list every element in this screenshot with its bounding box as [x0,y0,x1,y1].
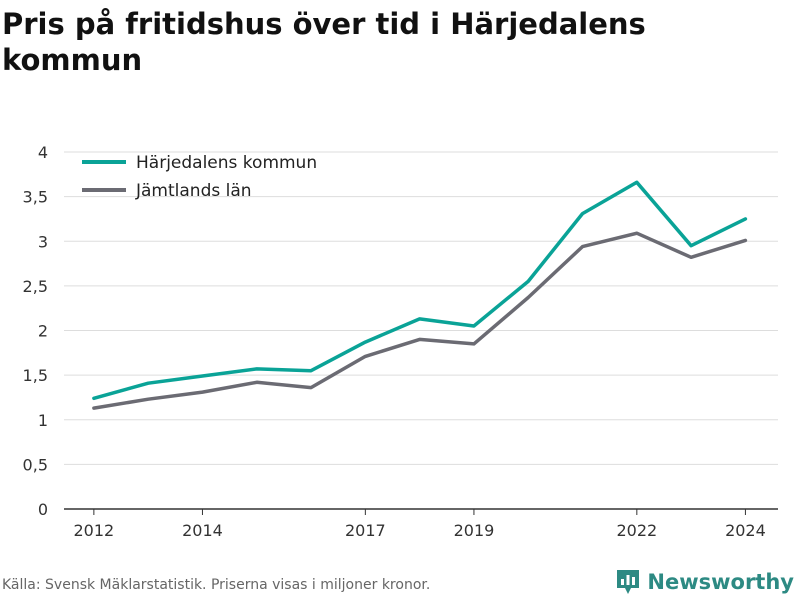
y-tick-label: 3 [38,232,48,251]
source-note: Källa: Svensk Mäklarstatistik. Priserna … [2,577,431,593]
y-tick-label: 3,5 [23,188,48,207]
x-tick-label: 2017 [345,521,386,540]
y-tick-label: 1,5 [23,366,48,385]
series-line-2 [92,231,748,410]
x-axis-ticks: 2012 2014 2017 2019 2022 2024 [74,509,766,540]
y-axis-ticks: 0 0,5 1 1,5 2 2,5 3 3,5 4 [23,143,48,519]
series-line-1 [92,180,748,401]
x-tick-label: 2014 [182,521,223,540]
y-tick-label: 2 [38,322,48,341]
x-tick-label: 2012 [74,521,115,540]
newsworthy-logo-icon [617,570,640,594]
y-tick-label: 0 [38,500,48,519]
x-tick-label: 2019 [454,521,495,540]
legend: Härjedalens kommun Jämtlands län [82,153,317,201]
y-tick-label: 1 [38,411,48,430]
y-tick-label: 0,5 [23,455,48,474]
grid-lines [64,151,778,510]
series-lines [92,180,748,410]
y-tick-label: 4 [38,143,48,162]
legend-label: Jämtlands län [135,181,252,201]
y-tick-label: 2,5 [23,277,48,296]
brand-logo: Newsworthy [615,568,794,596]
x-tick-label: 2024 [725,521,766,540]
legend-label: Härjedalens kommun [136,153,317,173]
chart-title: Pris på fritidshus över tid i Härjedalen… [2,7,646,77]
brand-name: Newsworthy [647,570,794,594]
x-tick-label: 2022 [616,521,657,540]
